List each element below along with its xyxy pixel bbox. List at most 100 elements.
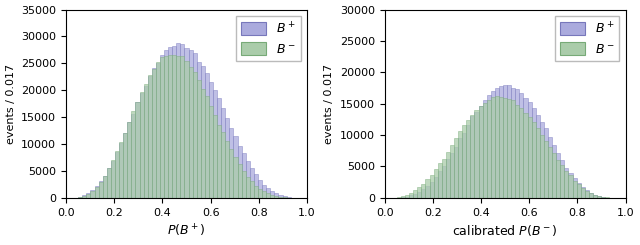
Bar: [123, 134, 127, 198]
Bar: [209, 82, 213, 198]
Bar: [397, 197, 401, 198]
Bar: [217, 124, 221, 198]
Bar: [193, 53, 196, 198]
Bar: [548, 147, 552, 198]
Bar: [262, 191, 266, 198]
Bar: [417, 187, 421, 198]
Bar: [429, 175, 433, 198]
Bar: [585, 191, 589, 198]
Bar: [184, 48, 189, 198]
Bar: [189, 67, 193, 198]
Bar: [442, 159, 446, 198]
Bar: [605, 197, 609, 198]
Bar: [143, 86, 148, 198]
Bar: [413, 190, 417, 198]
Bar: [266, 193, 270, 198]
Bar: [511, 88, 515, 198]
Bar: [258, 180, 262, 198]
Bar: [421, 184, 426, 198]
Bar: [462, 133, 467, 198]
Bar: [499, 97, 503, 198]
Bar: [548, 137, 552, 198]
Bar: [507, 85, 511, 198]
Bar: [152, 69, 156, 198]
Bar: [83, 195, 86, 198]
Bar: [593, 195, 597, 198]
Bar: [107, 168, 111, 198]
Bar: [156, 63, 160, 198]
Bar: [532, 108, 536, 198]
Bar: [552, 145, 556, 198]
Bar: [421, 189, 426, 198]
Bar: [573, 178, 577, 198]
Bar: [119, 142, 123, 198]
Bar: [520, 93, 524, 198]
Bar: [180, 44, 184, 198]
Bar: [86, 194, 90, 198]
Bar: [278, 197, 282, 198]
Bar: [258, 189, 262, 198]
Bar: [560, 165, 564, 198]
Bar: [111, 161, 115, 198]
Bar: [78, 197, 83, 198]
Bar: [467, 120, 470, 198]
Bar: [176, 43, 180, 198]
Bar: [577, 183, 580, 198]
Bar: [164, 56, 168, 198]
Bar: [123, 133, 127, 198]
Bar: [486, 95, 491, 198]
Bar: [201, 89, 205, 198]
Bar: [597, 196, 601, 198]
Bar: [560, 160, 564, 198]
Bar: [585, 190, 589, 198]
Bar: [254, 174, 258, 198]
Bar: [433, 177, 438, 198]
Bar: [172, 47, 176, 198]
Bar: [213, 115, 217, 198]
Bar: [143, 84, 148, 198]
Bar: [450, 145, 454, 198]
Bar: [115, 151, 119, 198]
Bar: [486, 100, 491, 198]
Bar: [589, 193, 593, 198]
Bar: [205, 73, 209, 198]
Bar: [266, 188, 270, 198]
Bar: [483, 103, 486, 198]
Bar: [483, 100, 486, 198]
Bar: [462, 125, 467, 198]
Bar: [282, 197, 287, 198]
Bar: [532, 122, 536, 198]
Bar: [217, 98, 221, 198]
Bar: [213, 90, 217, 198]
Bar: [193, 72, 196, 198]
Bar: [119, 143, 123, 198]
Bar: [556, 160, 560, 198]
Bar: [568, 175, 573, 198]
Bar: [409, 193, 413, 198]
Bar: [127, 122, 131, 198]
X-axis label: $P(B^+)$: $P(B^+)$: [167, 223, 206, 239]
Bar: [74, 197, 78, 198]
Bar: [180, 56, 184, 198]
Bar: [405, 196, 409, 198]
Bar: [536, 115, 540, 198]
Bar: [601, 197, 605, 198]
Bar: [242, 171, 246, 198]
Bar: [262, 185, 266, 198]
Bar: [474, 110, 479, 198]
Bar: [107, 168, 111, 198]
Bar: [242, 153, 246, 198]
Legend: $B^+$, $B^-$: $B^+$, $B^-$: [555, 16, 620, 61]
Bar: [176, 56, 180, 198]
Bar: [601, 197, 605, 198]
Bar: [474, 112, 479, 198]
Bar: [136, 102, 140, 198]
Bar: [540, 122, 544, 198]
Bar: [552, 153, 556, 198]
Bar: [90, 190, 95, 198]
Bar: [209, 106, 213, 198]
Bar: [454, 138, 458, 198]
Bar: [225, 118, 229, 198]
Y-axis label: events / 0.017: events / 0.017: [324, 64, 334, 144]
Bar: [536, 128, 540, 198]
